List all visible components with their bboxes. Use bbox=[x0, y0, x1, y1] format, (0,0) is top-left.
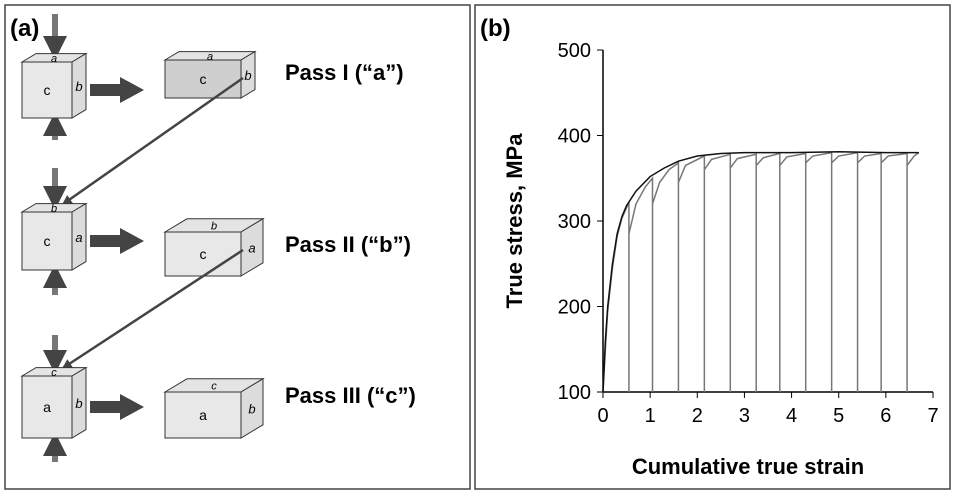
arrow bbox=[90, 228, 144, 254]
stress-curve bbox=[602, 150, 919, 393]
x-tick-label: 5 bbox=[833, 405, 844, 427]
pass-label: Pass I (“a”) bbox=[285, 60, 404, 85]
y-axis-label: True stress, MPa bbox=[502, 133, 527, 309]
panel-label: (a) bbox=[10, 15, 39, 42]
panel-label: (b) bbox=[480, 15, 511, 42]
cube-face-label: a bbox=[199, 407, 207, 423]
panel-a-frame bbox=[4, 4, 471, 490]
arrow bbox=[90, 77, 144, 103]
cube-front bbox=[21, 375, 73, 439]
cube-face-label: a bbox=[43, 399, 51, 415]
x-tick-label: 0 bbox=[597, 405, 608, 427]
cube-face-label: a bbox=[207, 51, 213, 63]
x-axis-label: Cumulative true strain bbox=[632, 454, 864, 479]
y-tick-label: 400 bbox=[558, 126, 591, 148]
y-tick-label: 300 bbox=[558, 211, 591, 233]
pass-label: Pass III (“c”) bbox=[285, 383, 416, 408]
pass-label: Pass II (“b”) bbox=[285, 232, 411, 257]
cube-face-label: c bbox=[44, 233, 51, 249]
cube-face-label: c bbox=[211, 380, 217, 392]
cube-face-label: c bbox=[44, 82, 51, 98]
x-tick-label: 1 bbox=[645, 405, 656, 427]
cube-front bbox=[21, 61, 73, 119]
cube-face-label: c bbox=[200, 246, 207, 262]
cube-face-label: b bbox=[248, 401, 255, 416]
y-tick-label: 100 bbox=[558, 382, 591, 404]
cube-face-label: b bbox=[75, 79, 82, 94]
cube-face-label: b bbox=[244, 68, 251, 83]
x-tick-label: 6 bbox=[880, 405, 891, 427]
cube-front bbox=[164, 231, 242, 277]
x-tick-label: 3 bbox=[739, 405, 750, 427]
y-tick-label: 200 bbox=[558, 297, 591, 319]
transfer-arrow bbox=[61, 248, 244, 369]
transfer-arrow bbox=[61, 76, 244, 205]
cube-face-label: a bbox=[75, 230, 82, 245]
x-tick-label: 2 bbox=[692, 405, 703, 427]
stress-curve bbox=[602, 151, 920, 393]
cube-face-label: a bbox=[248, 240, 255, 255]
cube-face-label: c bbox=[51, 367, 57, 379]
cube-face-label: c bbox=[200, 71, 207, 87]
cube-face-label: b bbox=[51, 203, 57, 215]
x-tick-label: 7 bbox=[927, 405, 938, 427]
panel-b-frame bbox=[474, 4, 951, 490]
cube-face-label: b bbox=[75, 396, 82, 411]
cube-face-label: b bbox=[211, 220, 217, 232]
arrow bbox=[90, 394, 144, 420]
cube-front bbox=[21, 211, 73, 271]
x-tick-label: 4 bbox=[786, 405, 797, 427]
cube-face-label: a bbox=[51, 53, 57, 65]
cube-front bbox=[164, 391, 242, 439]
y-tick-label: 500 bbox=[558, 40, 591, 62]
